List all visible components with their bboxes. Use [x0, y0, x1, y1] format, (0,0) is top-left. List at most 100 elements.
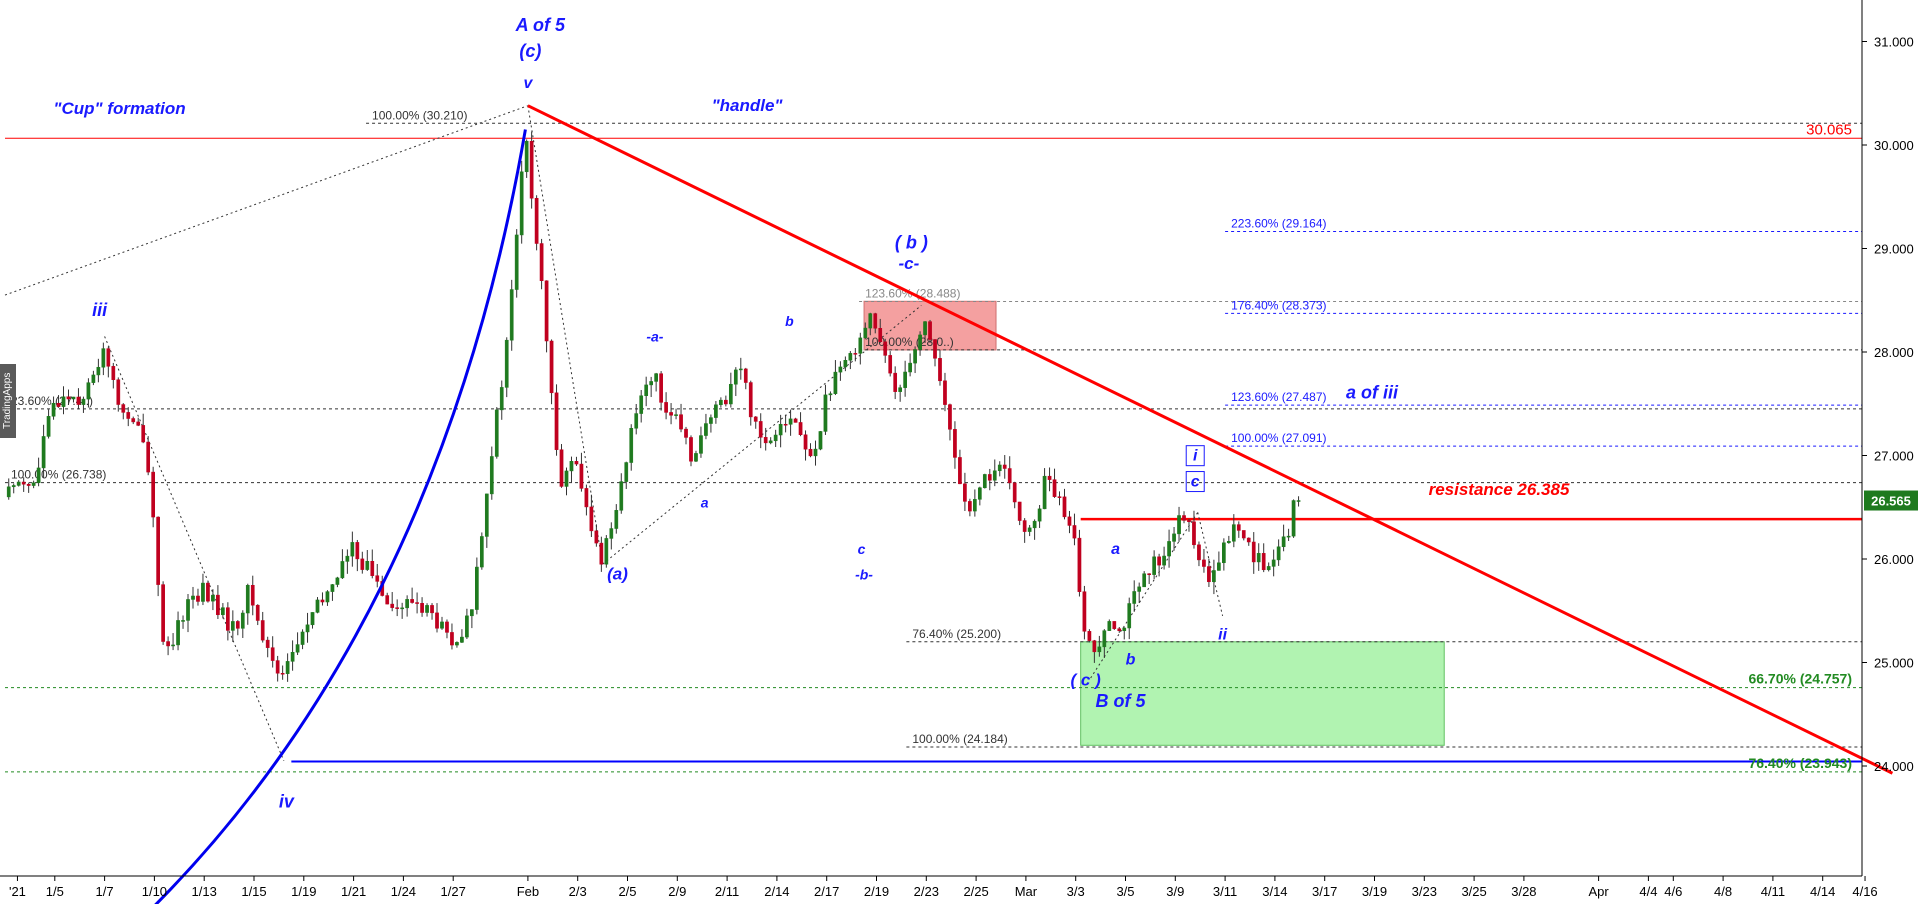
level-label: 66.70% (24.757) — [1748, 671, 1852, 687]
candle-body — [1102, 630, 1107, 648]
x-tick-label: 1/5 — [46, 884, 64, 899]
wave-label: resistance 26.385 — [1429, 480, 1570, 499]
wave-label: (a) — [607, 565, 628, 584]
last-price-tag — [1864, 490, 1918, 511]
candle-body — [425, 605, 429, 613]
candle-body — [36, 467, 41, 483]
candle-body — [1092, 640, 1097, 653]
wave-label: b — [785, 313, 794, 329]
x-tick-label: 1/13 — [192, 884, 217, 899]
candle-body — [116, 379, 121, 405]
wave-label: a — [1111, 541, 1120, 558]
candle-body — [445, 621, 449, 633]
candle-body — [903, 371, 907, 388]
x-tick-label: 3/9 — [1166, 884, 1184, 899]
candle-body — [390, 603, 395, 608]
candle-body — [1231, 524, 1236, 542]
level-label: 100.00% (26.738) — [11, 468, 106, 482]
candle-body — [499, 387, 504, 411]
candle-body — [1271, 559, 1276, 567]
y-tick-label: 25.000 — [1874, 656, 1914, 671]
x-tick-label: 1/7 — [96, 884, 114, 899]
candle-body — [1167, 541, 1171, 557]
candle-body — [629, 428, 634, 463]
wave-label: "handle" — [712, 96, 784, 115]
candle-body — [350, 542, 355, 557]
candle-body — [773, 434, 778, 442]
candle-body — [669, 412, 673, 416]
candle-body — [415, 602, 419, 604]
level-label: 223.60% (29.164) — [1231, 217, 1326, 231]
candle-body — [1052, 479, 1057, 497]
candle-body — [1002, 464, 1007, 469]
x-tick-label: 3/25 — [1461, 884, 1486, 899]
wave-label: ( b ) — [895, 233, 928, 253]
candle-body — [539, 243, 544, 281]
candle-body — [230, 621, 235, 631]
candle-body — [1122, 627, 1127, 632]
candle-body — [953, 429, 957, 458]
y-tick-label: 24.000 — [1874, 759, 1914, 774]
candle-body — [589, 506, 594, 532]
candle-body — [484, 493, 489, 537]
candle-body — [1147, 573, 1152, 575]
y-tick-label: 31.000 — [1874, 35, 1914, 50]
last-price-label: 26.565 — [1871, 494, 1911, 509]
candle-body — [166, 641, 170, 647]
candle-body — [395, 607, 400, 609]
candle-body — [898, 387, 903, 392]
candle-body — [1142, 573, 1147, 588]
candle-body — [763, 437, 768, 444]
candle-body — [106, 348, 111, 367]
candle-body — [753, 416, 758, 422]
candle-body — [420, 603, 424, 613]
candle-body — [265, 639, 270, 648]
candle-body — [928, 321, 932, 340]
candle-body — [1032, 520, 1037, 529]
candle-body — [883, 341, 888, 356]
x-tick-label: 4/14 — [1810, 884, 1835, 899]
candle-body — [1057, 496, 1062, 498]
x-tick-label: 4/8 — [1714, 884, 1732, 899]
candle-body — [1137, 586, 1142, 592]
candle-body — [1082, 591, 1087, 632]
candle-body — [494, 409, 499, 457]
candle-body — [624, 462, 629, 482]
candle-body — [1132, 591, 1137, 604]
candle-body — [1251, 541, 1256, 563]
x-tick-label: 3/17 — [1312, 884, 1337, 899]
candle-body — [634, 413, 639, 429]
candle-body — [828, 393, 833, 396]
candle-body — [654, 373, 658, 382]
label-box — [1185, 445, 1205, 467]
wave-label: ( c ) — [1071, 670, 1102, 689]
y-tick-label: 29.000 — [1874, 242, 1914, 257]
candle-body — [659, 373, 663, 403]
x-tick-label: 3/3 — [1067, 884, 1085, 899]
candle-body — [943, 380, 947, 405]
candle-body — [61, 396, 66, 407]
candle-body — [51, 402, 56, 417]
candle-body — [1286, 535, 1291, 538]
x-tick-label: '21 — [9, 884, 26, 899]
candle-body — [1007, 468, 1012, 484]
x-tick-label: 2/9 — [668, 884, 686, 899]
x-tick-label: 3/23 — [1412, 884, 1437, 899]
candle-body — [465, 615, 469, 638]
level-label: 76.40% (23.943) — [1748, 755, 1852, 771]
candle-body — [221, 607, 225, 616]
y-tick-label: 28.000 — [1874, 345, 1914, 360]
x-tick-label: 1/15 — [241, 884, 266, 899]
candle-body — [1022, 520, 1027, 532]
candle-body — [385, 595, 390, 605]
candle-body — [699, 435, 703, 454]
y-tick-label: 26.000 — [1874, 552, 1914, 567]
candle-body — [758, 421, 763, 438]
label-box — [1185, 471, 1205, 493]
wave-label: b — [1126, 652, 1136, 669]
candle-body — [1062, 496, 1067, 518]
candle-body — [136, 421, 141, 426]
candle-body — [156, 516, 160, 585]
x-tick-label: 2/14 — [764, 884, 789, 899]
candle-body — [245, 584, 250, 614]
